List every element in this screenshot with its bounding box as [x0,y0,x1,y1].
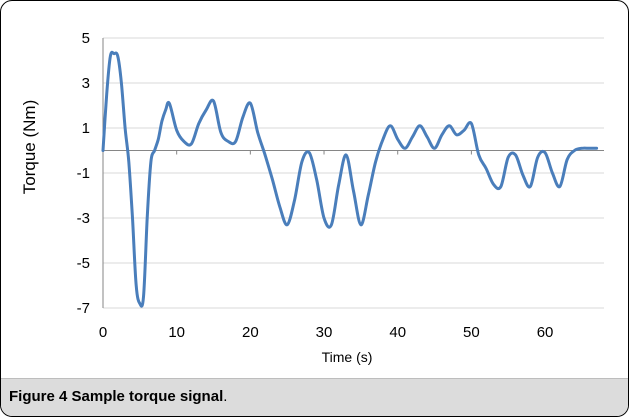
gridlines [103,37,604,309]
caption-end: . [223,388,228,405]
axes [102,38,604,308]
torque-series-line [101,50,599,308]
x-tick-label: 60 [537,324,554,341]
x-tick-label: 40 [389,324,406,341]
caption-bar: Figure 4 Sample torque signal. [1,378,628,416]
x-tick-label: 0 [99,324,107,341]
y-tick-label: 5 [82,30,90,47]
figure-caption: Figure 4 Sample torque signal. [9,388,227,405]
x-tick-label: 50 [463,324,480,341]
y-tick-label: -1 [77,165,90,182]
figure-title: Sample torque signal [71,388,224,405]
torque-chart: 5 3 1 -1 -3 -5 -7 0 10 20 30 40 50 60 Torque (Nm) Ti… [20,30,604,365]
x-tick-label: 30 [316,324,333,341]
y-tick-label: -5 [77,255,90,272]
x-tick-label: 20 [242,324,259,341]
y-tick-label: -3 [77,210,90,227]
x-tick-labels: 0 10 20 30 40 50 60 [99,150,554,341]
y-axis-label: Torque (Nm) [20,100,39,194]
y-tick-labels: 5 3 1 -1 -3 -5 -7 [77,30,90,317]
y-tick-label: 3 [82,75,90,92]
x-axis-label: Time (s) [322,349,373,365]
figure-number: Figure 4 [9,388,68,405]
x-tick-label: 10 [168,324,185,341]
y-tick-label: 1 [82,120,90,137]
y-tick-label: -7 [77,300,90,317]
